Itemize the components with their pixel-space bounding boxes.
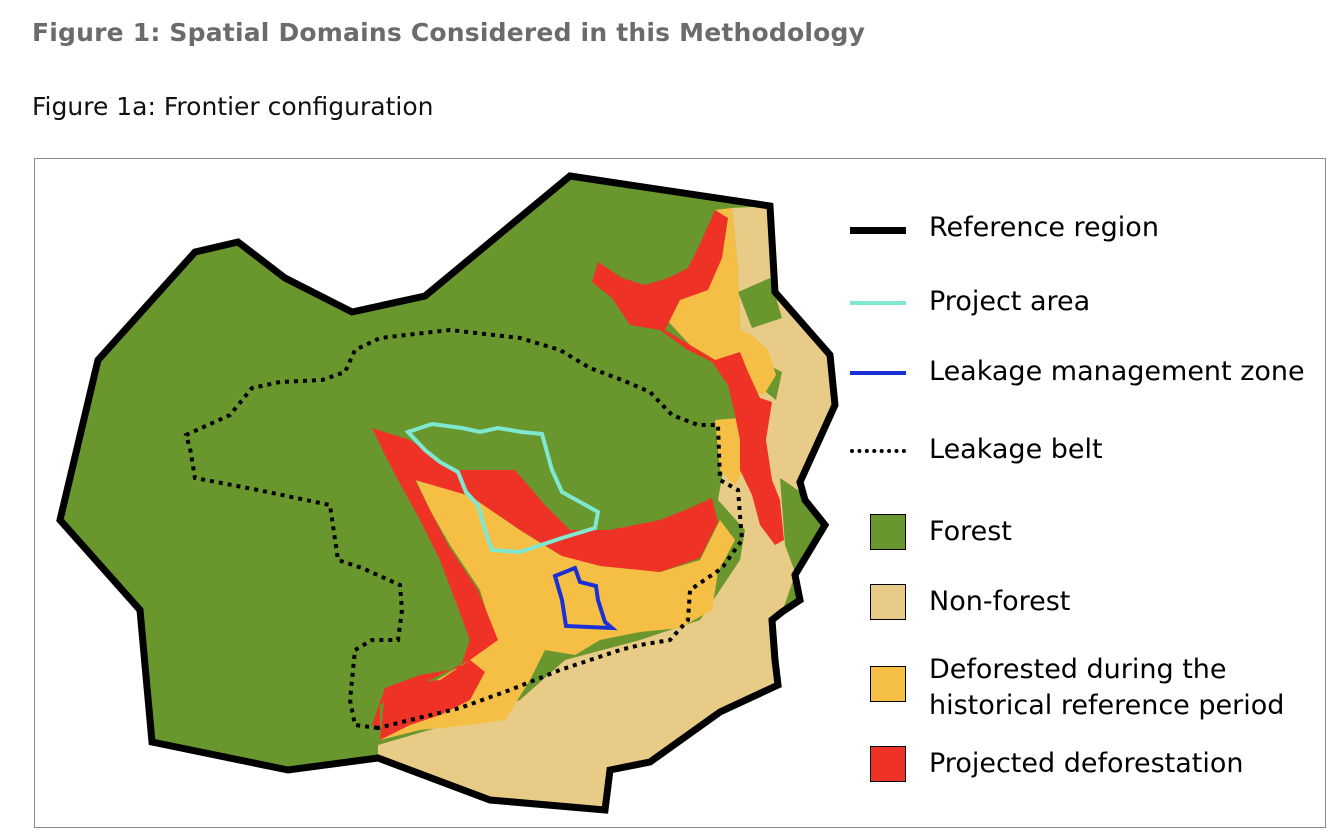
- legend-label: Leakage belt: [929, 434, 1103, 465]
- legend-label: Leakage management zone: [929, 356, 1305, 387]
- non-forest-swatch: [870, 584, 906, 620]
- legend-label: Deforested during the: [929, 654, 1227, 685]
- deforested-historical-swatch: [870, 666, 906, 702]
- legend-label-line2: historical reference period: [929, 690, 1285, 721]
- projected-deforestation-swatch: [870, 746, 906, 782]
- project-area-swatch: [850, 301, 906, 305]
- projected-deforestation-southwest: [380, 660, 485, 740]
- reference-region-boundary: [56, 172, 839, 814]
- non-forest-south: [378, 420, 795, 810]
- legend-label: Project area: [929, 286, 1091, 317]
- projected-deforestation-east: [592, 210, 784, 545]
- forest-patch-1: [738, 278, 782, 328]
- reference-region-swatch: [850, 227, 906, 234]
- forest-patch-2: [780, 478, 825, 572]
- figure-subtitle: Figure 1a: Frontier configuration: [32, 92, 434, 121]
- figure-frame: [34, 158, 1326, 828]
- forest-swatch: [870, 514, 906, 550]
- project-area-outline: [404, 421, 601, 555]
- leakage-belt-line: [183, 327, 745, 731]
- legend-label: Reference region: [929, 212, 1159, 243]
- deforested-historical-east: [660, 208, 776, 395]
- projected-deforestation-center: [372, 428, 718, 730]
- legend-label: Non-forest: [929, 586, 1071, 617]
- leakage-management-zone-outline: [552, 565, 618, 631]
- figure-title: Figure 1: Spatial Domains Considered in …: [32, 18, 866, 47]
- leakage-belt-swatch: [850, 449, 906, 453]
- legend-label: Projected deforestation: [929, 748, 1244, 779]
- leakage-management-zone-swatch: [850, 371, 906, 375]
- legend-label: Forest: [929, 516, 1012, 547]
